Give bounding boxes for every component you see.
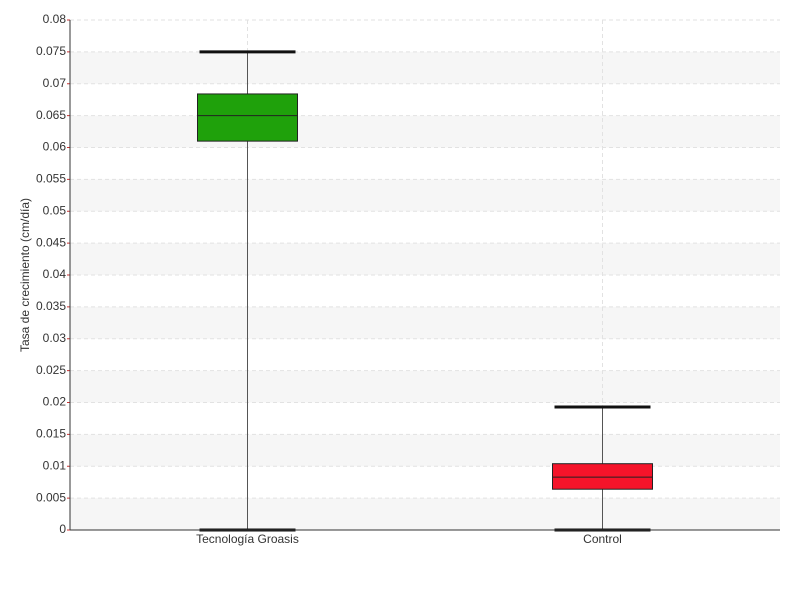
grid-band xyxy=(70,498,780,530)
grid-band xyxy=(70,51,780,84)
grid-band xyxy=(70,370,780,403)
y-tick-label: 0.015 xyxy=(36,427,66,441)
box xyxy=(197,93,298,142)
grid-band xyxy=(70,179,780,212)
y-tick-label: 0.06 xyxy=(43,140,67,154)
y-tick-label: 0.08 xyxy=(43,12,67,26)
y-tick-label: 0.035 xyxy=(36,299,66,313)
box xyxy=(552,463,653,490)
y-tick-label: 0.055 xyxy=(36,172,66,186)
y-tick-label: 0.05 xyxy=(43,203,67,217)
grid-band xyxy=(70,115,780,148)
y-axis-label: Tasa de crecimiento (cm/día) xyxy=(18,198,32,352)
grid-band xyxy=(70,434,780,467)
y-tick-label: 0.075 xyxy=(36,44,66,58)
y-tick-label: 0.005 xyxy=(36,490,66,504)
grid-band xyxy=(70,306,780,339)
y-tick-label: 0.02 xyxy=(43,395,67,409)
y-tick-label: 0.045 xyxy=(36,235,66,249)
x-tick-label: Control xyxy=(583,532,622,546)
y-tick-label: 0.04 xyxy=(43,267,67,281)
y-tick-label: 0.01 xyxy=(43,458,67,472)
grid-band xyxy=(70,243,780,275)
y-tick-label: 0.03 xyxy=(43,331,67,345)
y-tick-label: 0 xyxy=(59,522,66,536)
y-tick-label: 0.07 xyxy=(43,76,67,90)
y-tick-label: 0.025 xyxy=(36,363,66,377)
y-tick-label: 0.065 xyxy=(36,108,66,122)
x-tick-label: Tecnología Groasis xyxy=(196,532,299,546)
